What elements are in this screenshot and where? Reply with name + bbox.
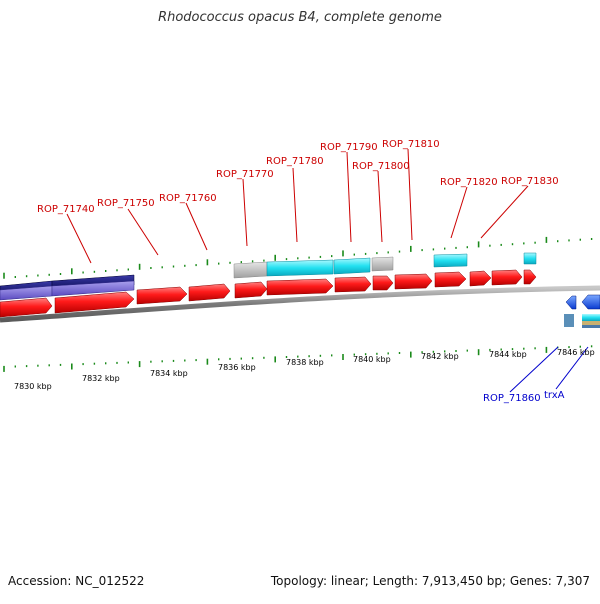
backbone-arc — [0, 285, 600, 323]
leader-rop-71800 — [377, 170, 383, 243]
feature-track-lavender — [0, 280, 135, 301]
leader-rop-71820 — [450, 186, 468, 239]
genome-summary-text: Topology: linear; Length: 7,913,450 bp; … — [270, 574, 590, 588]
leader-rop-71780 — [292, 167, 298, 243]
axis-label: 7832 kbp — [82, 374, 120, 383]
leader-rop-71860 — [509, 346, 559, 393]
axis-label: 7836 kbp — [218, 363, 256, 372]
axis-label: 7844 kbp — [489, 350, 527, 359]
axis-label: 7840 kbp — [353, 355, 391, 364]
axis-label: 7834 kbp — [150, 369, 188, 378]
reverse-cds-arrow[interactable] — [581, 294, 600, 310]
cds-arrow[interactable] — [136, 286, 188, 305]
gene-label[interactable]: trxA — [544, 390, 565, 401]
cyan-feature-2[interactable] — [333, 257, 371, 275]
accession-text: Accession: NC_012522 — [8, 574, 145, 588]
slate-rev-feature[interactable] — [582, 325, 600, 328]
axis-label: 7842 kbp — [421, 352, 459, 361]
leader-rop-71760 — [185, 202, 208, 251]
tick-row-top — [3, 236, 593, 279]
lavender-feature-2[interactable] — [51, 280, 135, 297]
cds-arrow[interactable] — [234, 281, 268, 299]
cds-arrow[interactable] — [372, 275, 394, 291]
leader-rop-71810 — [407, 148, 413, 241]
axis-label: 7830 kbp — [14, 382, 52, 391]
cds-arrow[interactable] — [491, 269, 523, 286]
gene-labels: ROP_71740 ROP_71750 ROP_71760 ROP_71770 … — [37, 139, 565, 404]
gene-label[interactable]: ROP_71760 — [159, 193, 217, 204]
gene-label[interactable]: ROP_71820 — [440, 177, 498, 188]
gene-label[interactable]: ROP_71740 — [37, 204, 95, 215]
gray-feature-2[interactable] — [371, 256, 394, 272]
gene-label[interactable]: ROP_71780 — [266, 156, 324, 167]
leader-trxa — [555, 346, 589, 390]
leader-rop-71740 — [66, 213, 92, 264]
leader-rop-71750 — [127, 208, 159, 256]
axis-labels: 7830 kbp 7832 kbp 7834 kbp 7836 kbp 7838… — [14, 348, 595, 391]
reverse-cds-arrow[interactable] — [565, 295, 577, 310]
cds-arrow[interactable] — [188, 283, 231, 302]
cds-arrow[interactable] — [334, 276, 372, 293]
cyan-feature-1[interactable] — [266, 259, 334, 277]
leader-rop-71830 — [480, 185, 529, 239]
slate-feature[interactable] — [564, 314, 574, 327]
cds-arrow[interactable] — [0, 297, 53, 318]
cds-arrow[interactable] — [523, 269, 537, 285]
gene-label[interactable]: ROP_71750 — [97, 198, 155, 209]
gene-leader-lines — [66, 148, 589, 393]
cyan-feature-3[interactable] — [433, 253, 468, 268]
gene-label[interactable]: ROP_71830 — [501, 176, 559, 187]
olive-rev-feature[interactable] — [582, 321, 600, 325]
axis-label: 7838 kbp — [286, 358, 324, 367]
cyan-feature-4[interactable] — [523, 252, 537, 265]
cds-arrow[interactable] — [54, 291, 135, 314]
cds-arrow[interactable] — [469, 270, 492, 287]
forward-cds-track — [0, 269, 537, 318]
cds-arrow[interactable] — [434, 271, 467, 288]
gene-label[interactable]: ROP_71810 — [382, 139, 440, 150]
gene-label[interactable]: ROP_71860 — [483, 393, 541, 404]
axis-label: 7846 kbp — [557, 348, 595, 357]
gene-label[interactable]: ROP_71770 — [216, 169, 274, 180]
cyan-rev-feature[interactable] — [582, 314, 600, 321]
cds-arrow[interactable] — [266, 278, 334, 296]
gray-feature-1[interactable] — [233, 261, 268, 279]
leader-rop-71770 — [242, 178, 248, 247]
reverse-features — [564, 294, 600, 328]
gene-label[interactable]: ROP_71790 — [320, 142, 378, 153]
gene-label[interactable]: ROP_71800 — [352, 161, 410, 172]
leader-rop-71790 — [346, 151, 352, 243]
page-title: Rhodococcus opacus B4, complete genome — [158, 10, 442, 25]
cds-arrow[interactable] — [394, 273, 433, 290]
